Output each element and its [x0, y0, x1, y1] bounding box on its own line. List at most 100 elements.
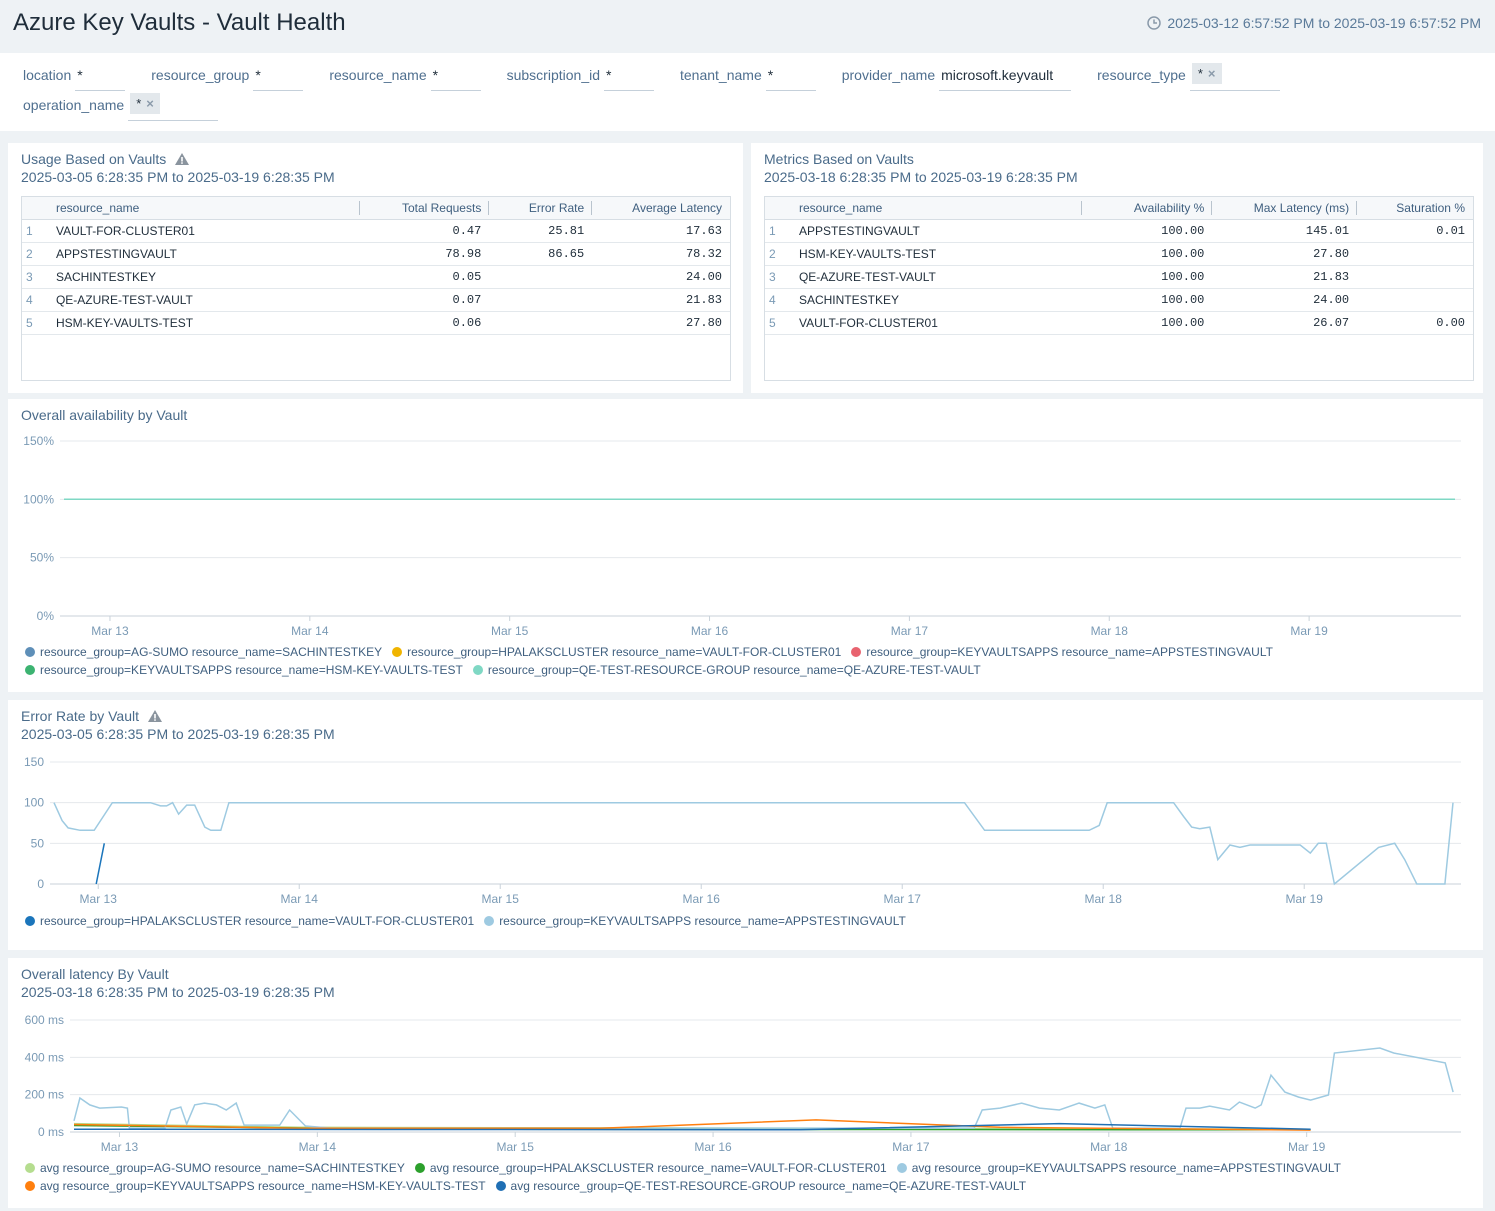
legend-swatch [896, 1163, 907, 1173]
table-row: 3 SACHINTESTKEY 0.05 24.00 [22, 265, 730, 289]
table-cell [489, 265, 593, 289]
table-cell: 0.06 [359, 311, 490, 335]
warning-icon[interactable] [147, 709, 163, 723]
filter[interactable]: tenant_name * [680, 63, 816, 91]
column-header[interactable]: Availability % [1081, 197, 1213, 220]
filter-value[interactable]: microsoft.keyvault [939, 63, 1072, 91]
filter-value[interactable]: * [75, 63, 126, 91]
filter[interactable]: resource_group * [151, 63, 304, 91]
filter-label: provider_name [841, 67, 936, 83]
table-cell: 17.63 [592, 219, 730, 243]
table-cell: APPSTESTINGVAULT [47, 242, 360, 266]
filter-text: * [767, 67, 774, 83]
filter-value[interactable]: * × [128, 93, 219, 121]
x-tick-label: Mar 17 [892, 1140, 930, 1154]
row-index: 3 [765, 265, 791, 289]
table-cell [1357, 242, 1473, 266]
row-index: 2 [765, 242, 791, 266]
filter-text: * [606, 67, 612, 83]
legend-item[interactable]: resource_group=KEYVAULTSAPPS resource_na… [484, 914, 906, 928]
table-box: resource_name Availability % Max Latency (… [764, 196, 1474, 381]
table-cell: 21.83 [1212, 265, 1358, 289]
column-header[interactable]: Saturation % [1357, 197, 1473, 220]
column-header[interactable]: resource_name [47, 197, 360, 220]
legend-item[interactable]: resource_group=HPALAKSCLUSTER resource_n… [392, 645, 841, 659]
legend-item[interactable]: resource_group=QE-TEST-RESOURCE-GROUP re… [472, 663, 981, 677]
y-tick-label: 50 [31, 836, 45, 850]
column-header[interactable]: Average Latency [592, 197, 730, 220]
filter-value[interactable]: * [253, 63, 304, 91]
column-header[interactable]: Max Latency (ms) [1212, 197, 1358, 220]
time-range[interactable]: 2025-03-12 6:57:52 PM to 2025-03-19 6:57… [1147, 15, 1481, 31]
x-tick-label: Mar 16 [694, 1140, 732, 1154]
filter[interactable]: location * [23, 63, 126, 91]
index-header [765, 197, 791, 220]
table-cell: HSM-KEY-VAULTS-TEST [790, 242, 1082, 266]
filter[interactable]: resource_type * × [1097, 63, 1280, 91]
legend-swatch [484, 916, 495, 926]
legend-item[interactable]: avg resource_group=AG-SUMO resource_name… [25, 1161, 405, 1175]
chip-remove[interactable]: × [146, 96, 154, 111]
legend-item[interactable]: resource_group=KEYVAULTSAPPS resource_na… [851, 645, 1273, 659]
filter-value[interactable]: * [765, 63, 816, 91]
x-tick-label: Mar 13 [101, 1140, 139, 1154]
table-cell: QE-AZURE-TEST-VAULT [47, 288, 360, 312]
x-tick-label: Mar 13 [80, 892, 118, 906]
column-header[interactable]: resource_name [790, 197, 1082, 220]
table-panel: Usage Based on Vaults 2025-03-05 6:28:35… [8, 143, 743, 393]
x-tick-label: Mar 17 [884, 892, 922, 906]
chart-subtitle: 2025-03-18 6:28:35 PM to 2025-03-19 6:28… [21, 984, 335, 1000]
filter-text: * [432, 67, 439, 83]
chart-title: Overall latency By Vault [21, 966, 169, 982]
x-tick-label: Mar 18 [1085, 892, 1123, 906]
table-cell [489, 311, 593, 335]
filter[interactable]: resource_name * [329, 63, 481, 91]
column-header[interactable]: Total Requests [359, 197, 490, 220]
filter-value[interactable]: * [430, 63, 481, 91]
table-cell: 145.01 [1212, 219, 1358, 243]
row-index: 1 [22, 219, 48, 243]
column-header[interactable]: Error Rate [489, 197, 593, 220]
y-tick-label: 200 ms [25, 1088, 64, 1102]
panel-title: Metrics Based on Vaults [764, 151, 914, 167]
x-tick-label: Mar 14 [299, 1140, 337, 1154]
y-tick-label: 150 [24, 755, 44, 769]
panel-title-row: Metrics Based on Vaults [764, 151, 914, 167]
legend-label: resource_group=KEYVAULTSAPPS resource_na… [40, 663, 463, 677]
header-row: resource_name Availability % Max Latency (… [765, 197, 1473, 220]
filter-value[interactable]: * [604, 63, 654, 91]
filter-text: * [255, 67, 261, 83]
legend-swatch [25, 647, 35, 657]
filter[interactable]: provider_name microsoft.keyvault [841, 63, 1072, 91]
chip-remove[interactable]: × [1207, 66, 1216, 81]
table-cell [489, 288, 593, 312]
warning-icon[interactable] [174, 152, 190, 166]
table-row: 1 VAULT-FOR-CLUSTER01 0.47 25.81 17.63 [22, 219, 730, 243]
legend-item[interactable]: avg resource_group=KEYVAULTSAPPS resourc… [896, 1161, 1341, 1175]
legend-label: avg resource_group=QE-TEST-RESOURCE-GROU… [510, 1179, 1027, 1193]
filter-list: location * resource_group * resource_name * su… [23, 63, 1313, 121]
filter-chip[interactable]: * × [1191, 63, 1222, 84]
x-tick-label: Mar 15 [491, 624, 529, 638]
table-row: 4 SACHINTESTKEY 100.00 24.00 [765, 288, 1473, 312]
legend-item[interactable]: resource_group=HPALAKSCLUSTER resource_n… [25, 914, 474, 928]
filter[interactable]: operation_name * × [23, 93, 219, 121]
legend-item[interactable]: avg resource_group=KEYVAULTSAPPS resourc… [25, 1179, 486, 1193]
data-table: resource_name Availability % Max Latency (… [765, 197, 1473, 335]
index-header [22, 197, 48, 220]
data-table: resource_name Total Requests Error Rate Ave… [22, 197, 730, 335]
filter[interactable]: subscription_id * [507, 63, 654, 91]
legend-item[interactable]: resource_group=AG-SUMO resource_name=SAC… [25, 645, 382, 659]
y-tick-label: 600 ms [25, 1013, 64, 1027]
legend-swatch [472, 665, 483, 675]
filter-chip[interactable]: * × [130, 93, 160, 114]
filter-label: resource_name [329, 67, 427, 83]
legend-item[interactable]: avg resource_group=HPALAKSCLUSTER resour… [414, 1161, 887, 1175]
legend-item[interactable]: resource_group=KEYVAULTSAPPS resource_na… [25, 663, 463, 677]
chart-panel: Error Rate by Vault 2025-03-05 6:28:35 P… [8, 700, 1483, 950]
panel-title: Usage Based on Vaults [21, 151, 167, 167]
legend-item[interactable]: avg resource_group=QE-TEST-RESOURCE-GROU… [495, 1179, 1027, 1193]
filter-value[interactable]: * × [1189, 63, 1280, 91]
panel-title-row: Error Rate by Vault [21, 708, 163, 724]
